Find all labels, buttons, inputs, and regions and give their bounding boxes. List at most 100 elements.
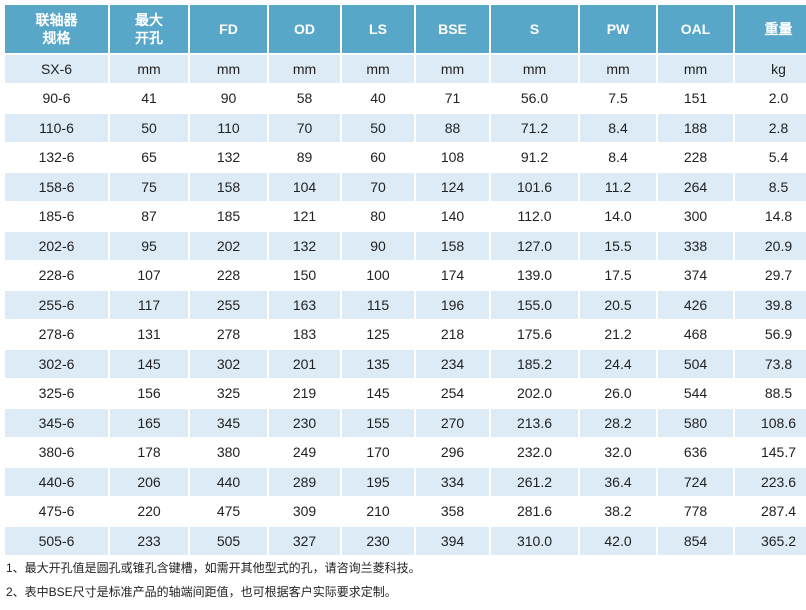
cell: 28.2 — [580, 409, 656, 437]
cell: 334 — [416, 468, 489, 496]
cell: 278 — [216, 326, 241, 343]
cell: 505 — [190, 527, 267, 555]
cell: 468 — [683, 326, 708, 343]
header-cell: BSE — [416, 5, 489, 53]
cell: 2.0 — [768, 90, 789, 107]
cell: 188 — [658, 114, 733, 142]
cell: 110-6 — [5, 114, 108, 142]
cell: 230 — [342, 527, 414, 555]
cell: 155 — [342, 409, 414, 437]
cell: 73.8 — [735, 350, 806, 378]
cell: 475 — [216, 503, 241, 520]
cell: 65 — [141, 149, 157, 166]
cell: 175.6 — [516, 326, 553, 343]
table-row: 90-6 41 90 58 40 71 56.0 7.5 151 2.0 — [5, 85, 806, 113]
cell: 145 — [110, 350, 188, 378]
header-cell: OAL — [658, 5, 733, 53]
cell: 70 — [342, 173, 414, 201]
cell: 206 — [110, 468, 188, 496]
cell: 5.4 — [768, 149, 789, 166]
cell: 131 — [137, 326, 161, 343]
cell: 8.4 — [580, 114, 656, 142]
cell: 8.5 — [735, 173, 806, 201]
cell: 475-6 — [38, 503, 75, 520]
cell: kg — [735, 55, 806, 83]
cell: 174 — [440, 267, 465, 284]
cell: 14.8 — [764, 208, 793, 225]
header-cell: FD — [190, 5, 267, 53]
cell: 17.5 — [604, 267, 632, 284]
cell: 380-6 — [38, 444, 75, 461]
cell: 345 — [190, 409, 267, 437]
cell: 95 — [110, 232, 188, 260]
cell: 112.0 — [517, 208, 552, 225]
cell: 202.0 — [516, 385, 553, 402]
cell: 228 — [216, 267, 241, 284]
table-row: 380-6 178 380 249 170 296 232.0 32.0 636 145.7 — [5, 439, 806, 467]
spec-table: 联轴器 规格 最大 开孔 FD OD LS BSE S PW OAL 重量 SX-6 mm mm mm mm… — [3, 3, 806, 557]
table-row: 325-6 156 325 219 145 254 202.0 26.0 544 88.5 — [5, 380, 806, 408]
cell: mm — [416, 55, 489, 83]
cell: 289 — [269, 468, 340, 496]
table-row: 475-6 220 475 309 210 358 281.6 38.2 778 287.4 — [5, 498, 806, 526]
cell: 41 — [141, 90, 157, 107]
cell: 223.6 — [735, 468, 806, 496]
cell: 281.6 — [516, 503, 553, 520]
cell: 300 — [683, 208, 708, 225]
cell: 249 — [292, 444, 317, 461]
cell: 201 — [269, 350, 340, 378]
cell: 854 — [658, 527, 733, 555]
cell: 132-6 — [38, 149, 75, 166]
cell: 296 — [440, 444, 465, 461]
cell: 101.6 — [491, 173, 578, 201]
cell: 100 — [366, 267, 390, 284]
cell: 327 — [269, 527, 340, 555]
cell: 90-6 — [42, 90, 71, 107]
cell: 202-6 — [5, 232, 108, 260]
cell: 32.0 — [604, 444, 632, 461]
cell: 71.2 — [491, 114, 578, 142]
cell: 88 — [416, 114, 489, 142]
cell: 42.0 — [580, 527, 656, 555]
table-row: 302-6 145 302 201 135 234 185.2 24.4 504 73.8 — [5, 350, 806, 378]
cell: 165 — [110, 409, 188, 437]
cell: 394 — [416, 527, 489, 555]
cell: 15.5 — [580, 232, 656, 260]
cell: 60 — [370, 149, 386, 166]
table-row: 132-6 65 132 89 60 108 91.2 8.4 228 5.4 — [5, 144, 806, 172]
cell: 234 — [416, 350, 489, 378]
cell: 24.4 — [580, 350, 656, 378]
cell: 39.8 — [735, 291, 806, 319]
header-cell: 联轴器 规格 — [5, 5, 108, 53]
cell: 104 — [269, 173, 340, 201]
cell: 302 — [190, 350, 267, 378]
table-row: 202-6 95 202 132 90 158 127.0 15.5 338 20.9 — [5, 232, 806, 260]
cell: 132 — [216, 149, 241, 166]
cell: 14.0 — [604, 208, 632, 225]
table-row: 255-6 117 255 163 115 196 155.0 20.5 426 39.8 — [5, 291, 806, 319]
cell: 185 — [216, 208, 241, 225]
table-row: SX-6 mm mm mm mm mm mm mm mm kg — [5, 55, 806, 83]
cell: 338 — [658, 232, 733, 260]
cell: 125 — [366, 326, 390, 343]
cell: 121 — [292, 208, 317, 225]
header-cell: 重量 — [735, 5, 806, 53]
cell: 426 — [658, 291, 733, 319]
cell: 195 — [342, 468, 414, 496]
cell: 90 — [220, 90, 237, 107]
cell: 213.6 — [491, 409, 578, 437]
cell: 156 — [137, 385, 161, 402]
cell: 233 — [110, 527, 188, 555]
cell: 117 — [110, 291, 188, 319]
cell: mm — [269, 55, 340, 83]
table-row: 278-6 131 278 183 125 218 175.6 21.2 468 56.9 — [5, 321, 806, 349]
cell: 636 — [683, 444, 708, 461]
cell: 264 — [658, 173, 733, 201]
cell: 71 — [444, 90, 461, 107]
cell: 80 — [370, 208, 386, 225]
cell: 20.9 — [735, 232, 806, 260]
header-cell: PW — [580, 5, 656, 53]
table-row: 185-6 87 185 121 80 140 112.0 14.0 300 14.8 — [5, 203, 806, 231]
table-row: 505-6 233 505 327 230 394 310.0 42.0 854 365.2 — [5, 527, 806, 555]
cell: 440-6 — [5, 468, 108, 496]
